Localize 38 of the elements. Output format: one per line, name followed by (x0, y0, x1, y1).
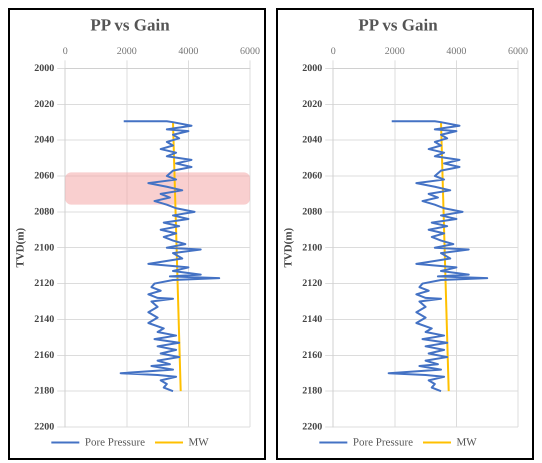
y-tick-label: 2160 (34, 350, 54, 361)
y-tick-label: 2040 (34, 134, 54, 146)
y-tick-label: 2140 (302, 314, 322, 325)
legend-label: MW (456, 436, 478, 448)
y-tick-label: 2020 (34, 98, 54, 110)
y-tick-label: 2120 (34, 278, 54, 290)
y-tick-label: 2000 (302, 62, 322, 74)
x-tick-label: 4000 (178, 46, 198, 58)
legend-label: MW (188, 436, 210, 448)
y-tick-label: 2100 (302, 242, 322, 254)
legend-label: Pore Pressure (84, 436, 146, 448)
chart-title: PP vs Gain (90, 16, 170, 35)
x-tick-label: 0 (62, 46, 68, 58)
y-tick-label: 2140 (34, 314, 54, 325)
y-tick-label: 2200 (34, 422, 54, 433)
x-tick-label: 4000 (446, 46, 466, 58)
y-tick-label: 2020 (302, 98, 322, 110)
y-tick-label: 2180 (302, 386, 322, 397)
y-tick-label: 2000 (34, 62, 54, 74)
x-tick-label: 6000 (240, 46, 260, 58)
x-tick-label: 2000 (384, 46, 405, 58)
y-tick-label: 2040 (302, 134, 322, 146)
y-tick-label: 2120 (302, 278, 322, 290)
legend-label: Pore Pressure (352, 436, 414, 448)
y-tick-label: 2160 (302, 350, 322, 361)
y-tick-label: 2180 (34, 386, 54, 397)
y-tick-label: 2200 (302, 422, 322, 433)
y-tick-label: 2080 (34, 206, 54, 218)
y-axis-title: TVD(m) (282, 228, 294, 268)
y-tick-label: 2060 (302, 170, 322, 182)
y-tick-label: 2080 (302, 206, 322, 218)
x-tick-label: 2000 (116, 46, 137, 58)
chart-title: PP vs Gain (358, 16, 438, 35)
y-axis-title: TVD(m) (14, 228, 26, 268)
x-tick-label: 0 (330, 46, 336, 58)
y-tick-label: 2060 (34, 170, 54, 182)
y-tick-label: 2100 (34, 242, 54, 254)
x-tick-label: 6000 (508, 46, 528, 58)
